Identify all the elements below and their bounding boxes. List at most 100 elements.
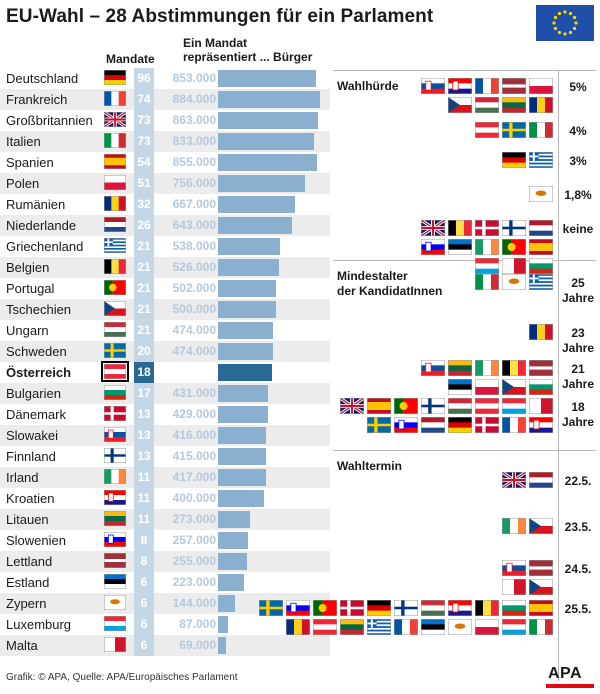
flag-icon [502, 258, 526, 274]
flag-icon [448, 417, 472, 433]
mandate-count: 8 [140, 533, 148, 547]
mandate-cell [134, 110, 154, 131]
flag-icon [502, 97, 526, 113]
country-flag-icon [104, 238, 126, 253]
bar [218, 322, 273, 339]
mandate-count: 96 [137, 71, 151, 85]
country-name: Lettland [6, 554, 53, 569]
flag-icon [475, 97, 499, 113]
flag-icon [502, 274, 526, 290]
mandate-count: 11 [137, 470, 151, 484]
country-flag-icon [104, 196, 126, 211]
min-age-title: Mindestalter der KandidatInnen [337, 269, 443, 298]
table-row: Ungarn 21 474.000 [0, 320, 330, 341]
country-flag-icon [104, 91, 126, 106]
flag-icon [394, 619, 418, 635]
category-label: 3% [569, 154, 587, 168]
flag-icon [421, 600, 445, 616]
flag-icon [394, 398, 418, 414]
flag-icon [502, 600, 526, 616]
country-flag-icon [104, 427, 126, 442]
mandate-count: 6 [140, 617, 148, 631]
flag-icon [529, 78, 553, 94]
bar-value-label: 469.000 [172, 365, 216, 379]
mandate-count: 17 [137, 386, 151, 400]
country-flag-icon [104, 595, 126, 610]
flag-icon [502, 220, 526, 236]
flag-icon [529, 398, 553, 414]
flag-icon [367, 398, 391, 414]
country-flag-icon [104, 490, 126, 505]
table-row: Dänemark 13 429.000 [0, 404, 330, 425]
mandate-count: 13 [137, 428, 151, 442]
mandate-count: 21 [137, 302, 151, 316]
bar-value-label: 474.000 [172, 323, 216, 337]
mandate-count: 51 [137, 176, 151, 190]
country-flag-icon [104, 322, 126, 337]
mandate-column-header: Mandate [106, 52, 155, 66]
table-row: Malta 6 69.000 [0, 635, 330, 656]
flag-icon [502, 472, 526, 488]
category-label: keine [562, 222, 594, 236]
bar [218, 616, 229, 633]
country-name: Polen [6, 176, 40, 191]
flag-icon [529, 360, 553, 376]
country-name: Dänemark [6, 407, 66, 422]
table-row: Irland 11 417.000 [0, 467, 330, 488]
bar-value-label: 431.000 [172, 386, 216, 400]
flag-icon [367, 619, 391, 635]
flag-icon [502, 152, 526, 168]
flag-icon [529, 274, 553, 290]
category-label: 1,8% [564, 188, 592, 202]
mandate-count: 26 [137, 218, 151, 232]
flag-group [256, 600, 553, 635]
table-row: Estland 6 223.000 [0, 572, 330, 593]
flag-icon [421, 78, 445, 94]
mandate-cell [134, 488, 154, 509]
eu-flag-icon [536, 5, 594, 41]
table-row: Belgien 21 526.000 [0, 257, 330, 278]
flag-icon [502, 379, 526, 395]
bar [218, 553, 248, 570]
flag-icon [394, 417, 418, 433]
flag-icon [529, 152, 553, 168]
table-row: Bulgarien 17 431.000 [0, 383, 330, 404]
flag-icon [529, 379, 553, 395]
table-row: Deutschland 96 853.000 [0, 68, 330, 89]
mandate-cell [134, 362, 154, 383]
mandate-count: 21 [137, 239, 151, 253]
flag-icon [529, 186, 553, 202]
country-name: Litauen [6, 512, 49, 527]
country-flag-icon [104, 448, 126, 463]
flag-icon [421, 220, 445, 236]
flag-icon [529, 122, 553, 138]
table-row: Rumänien 32 667.000 [0, 194, 330, 215]
table-row: Polen 51 756.000 [0, 173, 330, 194]
category-label: 24.5. [564, 562, 592, 576]
flag-icon [502, 239, 526, 255]
bar-value-label: 667.000 [172, 197, 216, 211]
flag-icon [529, 239, 553, 255]
bar [218, 385, 268, 402]
mandate-cell [134, 341, 154, 362]
mandate-cell [134, 173, 154, 194]
bar [218, 238, 281, 255]
mandate-cell [134, 446, 154, 467]
bar [218, 574, 244, 591]
mandate-count: 20 [137, 344, 151, 358]
flag-icon [367, 600, 391, 616]
bar [218, 175, 306, 192]
bar-value-label: 415.000 [172, 449, 216, 463]
flag-icon [448, 78, 472, 94]
flag-icon [502, 619, 526, 635]
country-flag-icon [104, 532, 126, 547]
flag-icon [448, 398, 472, 414]
min-age-divider [558, 261, 559, 451]
country-name: Spanien [6, 155, 54, 170]
country-flag-icon [104, 70, 126, 85]
country-name: Irland [6, 470, 39, 485]
category-label: 25 Jahre [561, 276, 595, 305]
flag-icon [475, 258, 499, 274]
bar-value-label: 429.000 [172, 407, 216, 421]
election-date-divider [558, 451, 559, 681]
